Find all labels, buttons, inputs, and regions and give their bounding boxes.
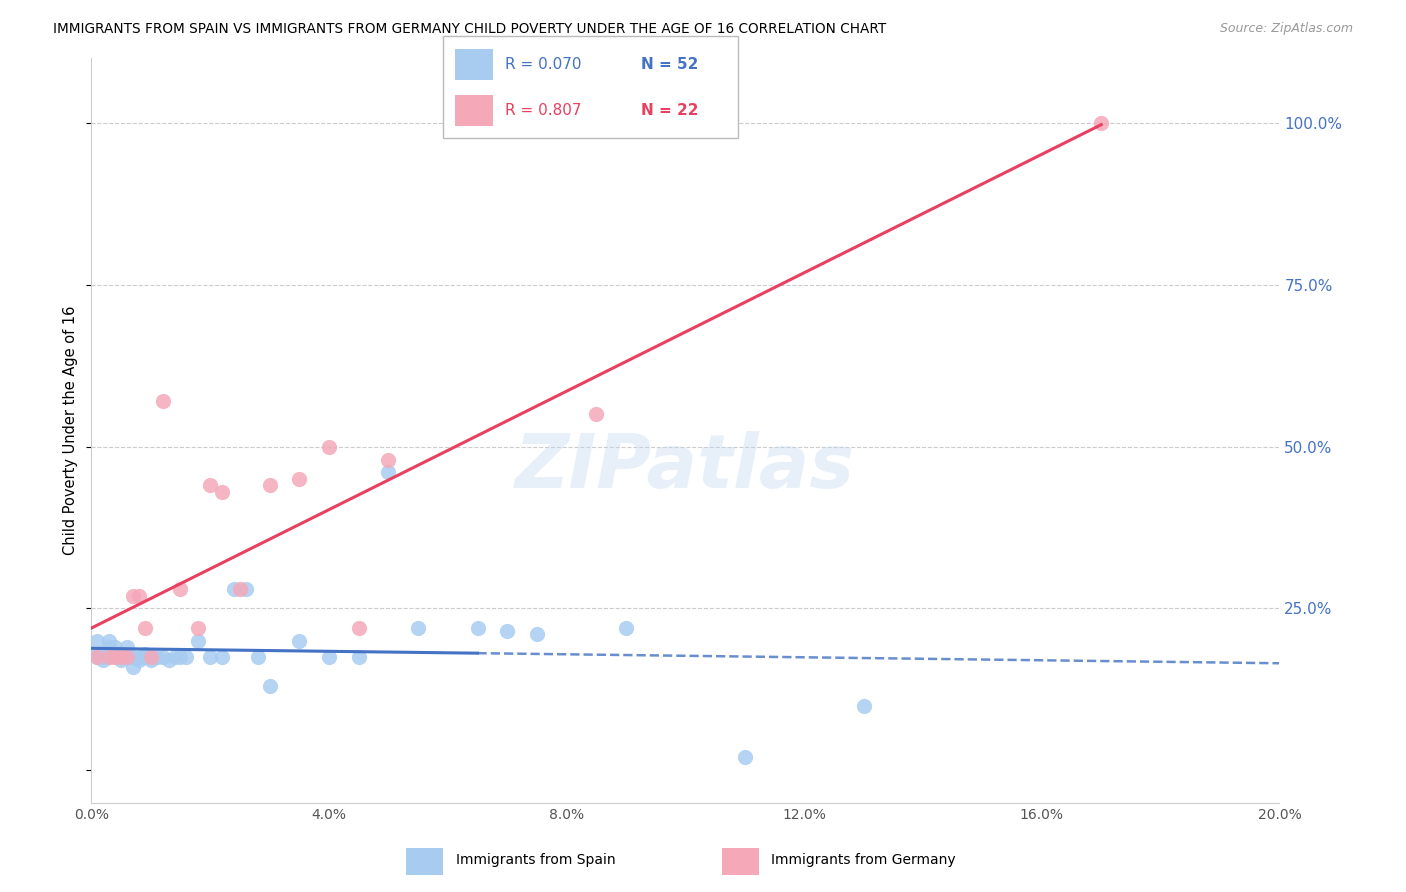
Point: [259, 679, 281, 693]
Text: N = 52: N = 52: [641, 57, 699, 72]
Point: [128, 589, 150, 603]
Point: [585, 407, 607, 421]
Point: [128, 653, 150, 667]
Point: [122, 589, 145, 603]
Point: [259, 478, 281, 492]
Point: [318, 440, 340, 454]
Point: [128, 650, 150, 665]
Point: [115, 647, 138, 661]
Point: [157, 653, 180, 667]
Point: [467, 621, 489, 635]
Point: [211, 484, 233, 499]
Point: [86, 650, 108, 665]
Point: [91, 653, 114, 667]
Point: [115, 650, 138, 665]
Point: [229, 582, 252, 596]
Point: [115, 640, 138, 655]
Point: [246, 650, 269, 665]
Point: [288, 633, 311, 648]
Point: [377, 452, 399, 467]
Point: [139, 650, 162, 665]
Point: [98, 650, 121, 665]
Point: [377, 466, 399, 480]
Point: [169, 582, 191, 596]
Point: [211, 650, 233, 665]
Text: ZIPatlas: ZIPatlas: [516, 431, 855, 504]
Text: IMMIGRANTS FROM SPAIN VS IMMIGRANTS FROM GERMANY CHILD POVERTY UNDER THE AGE OF : IMMIGRANTS FROM SPAIN VS IMMIGRANTS FROM…: [53, 22, 887, 37]
Point: [139, 650, 162, 665]
Point: [134, 650, 156, 665]
FancyBboxPatch shape: [406, 848, 443, 875]
Point: [152, 650, 174, 665]
Point: [98, 647, 121, 661]
Point: [288, 472, 311, 486]
Text: Source: ZipAtlas.com: Source: ZipAtlas.com: [1219, 22, 1353, 36]
Point: [110, 650, 132, 665]
FancyBboxPatch shape: [443, 36, 738, 138]
Point: [98, 633, 121, 648]
Point: [176, 650, 198, 665]
Point: [169, 650, 191, 665]
Point: [110, 647, 132, 661]
Point: [347, 621, 370, 635]
Y-axis label: Child Poverty Under the Age of 16: Child Poverty Under the Age of 16: [63, 306, 79, 555]
Point: [1090, 116, 1112, 130]
Point: [145, 650, 167, 665]
Point: [852, 698, 875, 713]
Point: [104, 650, 127, 665]
Point: [222, 582, 245, 596]
Point: [235, 582, 257, 596]
Text: R = 0.807: R = 0.807: [505, 103, 582, 118]
Point: [110, 650, 132, 665]
Point: [134, 647, 156, 661]
Point: [139, 653, 162, 667]
Point: [187, 621, 209, 635]
Point: [496, 624, 519, 639]
FancyBboxPatch shape: [721, 848, 759, 875]
Point: [152, 394, 174, 409]
Point: [614, 621, 637, 635]
Point: [110, 650, 132, 665]
Point: [134, 621, 156, 635]
Point: [86, 633, 108, 648]
Point: [526, 627, 548, 641]
Point: [200, 478, 222, 492]
Point: [110, 653, 132, 667]
FancyBboxPatch shape: [454, 95, 494, 126]
Point: [122, 660, 145, 674]
Point: [187, 633, 209, 648]
Point: [104, 640, 127, 655]
Text: Immigrants from Spain: Immigrants from Spain: [456, 854, 616, 867]
Point: [734, 750, 756, 764]
Point: [98, 650, 121, 665]
Point: [347, 650, 370, 665]
Point: [98, 640, 121, 655]
Point: [122, 650, 145, 665]
Point: [406, 621, 429, 635]
Point: [200, 650, 222, 665]
Point: [163, 650, 186, 665]
Point: [86, 647, 108, 661]
Text: Immigrants from Germany: Immigrants from Germany: [770, 854, 956, 867]
Point: [115, 650, 138, 665]
Text: N = 22: N = 22: [641, 103, 699, 118]
Point: [91, 650, 114, 665]
Text: R = 0.070: R = 0.070: [505, 57, 582, 72]
Point: [104, 647, 127, 661]
Point: [104, 650, 127, 665]
Point: [318, 650, 340, 665]
Point: [86, 650, 108, 665]
FancyBboxPatch shape: [454, 49, 494, 79]
Point: [91, 647, 114, 661]
